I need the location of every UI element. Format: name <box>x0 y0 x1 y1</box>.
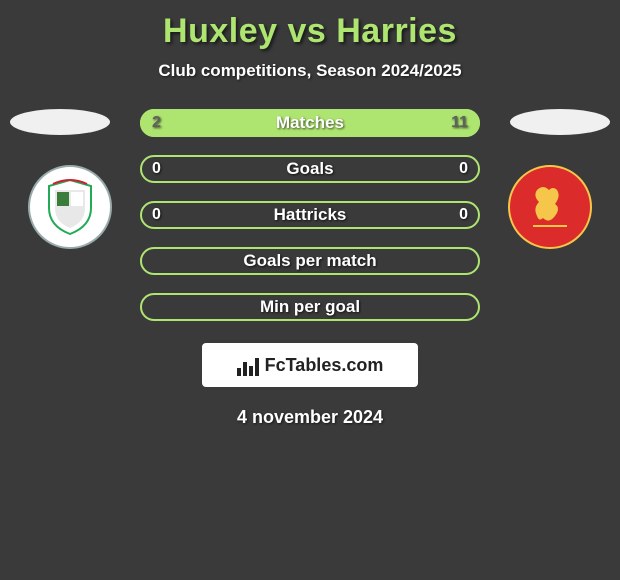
bar-label: Min per goal <box>140 293 480 321</box>
attribution-text: FcTables.com <box>265 355 384 376</box>
bar-value-right: 0 <box>459 201 468 229</box>
stat-bar: Goals per match <box>140 247 480 275</box>
shield-icon <box>525 178 575 236</box>
stat-bars: Matches211Goals00Hattricks00Goals per ma… <box>140 109 480 321</box>
club-crest-left <box>28 165 112 249</box>
date-text: 4 november 2024 <box>0 407 620 428</box>
bar-value-right: 11 <box>451 109 468 137</box>
comparison-area: Matches211Goals00Hattricks00Goals per ma… <box>0 109 620 321</box>
stat-bar: Min per goal <box>140 293 480 321</box>
bar-value-left: 2 <box>152 109 161 137</box>
bar-label: Hattricks <box>140 201 480 229</box>
bar-label: Goals per match <box>140 247 480 275</box>
bar-label: Matches <box>140 109 480 137</box>
stat-bar: Hattricks0 0 <box>140 201 480 229</box>
club-crest-right <box>508 165 592 249</box>
bar-label: Goals <box>140 155 480 183</box>
player-left-oval <box>10 109 110 135</box>
stat-bar: Matches2 11 <box>140 109 480 137</box>
bar-value-left: 0 <box>152 155 161 183</box>
attribution-badge[interactable]: FcTables.com <box>202 343 418 387</box>
stat-bar: Goals0 0 <box>140 155 480 183</box>
page-title: Huxley vs Harries <box>0 0 620 51</box>
bar-chart-icon <box>237 354 259 376</box>
bar-value-right: 0 <box>459 155 468 183</box>
player-right-oval <box>510 109 610 135</box>
shield-icon <box>45 178 95 236</box>
subtitle: Club competitions, Season 2024/2025 <box>0 61 620 81</box>
bar-value-left: 0 <box>152 201 161 229</box>
